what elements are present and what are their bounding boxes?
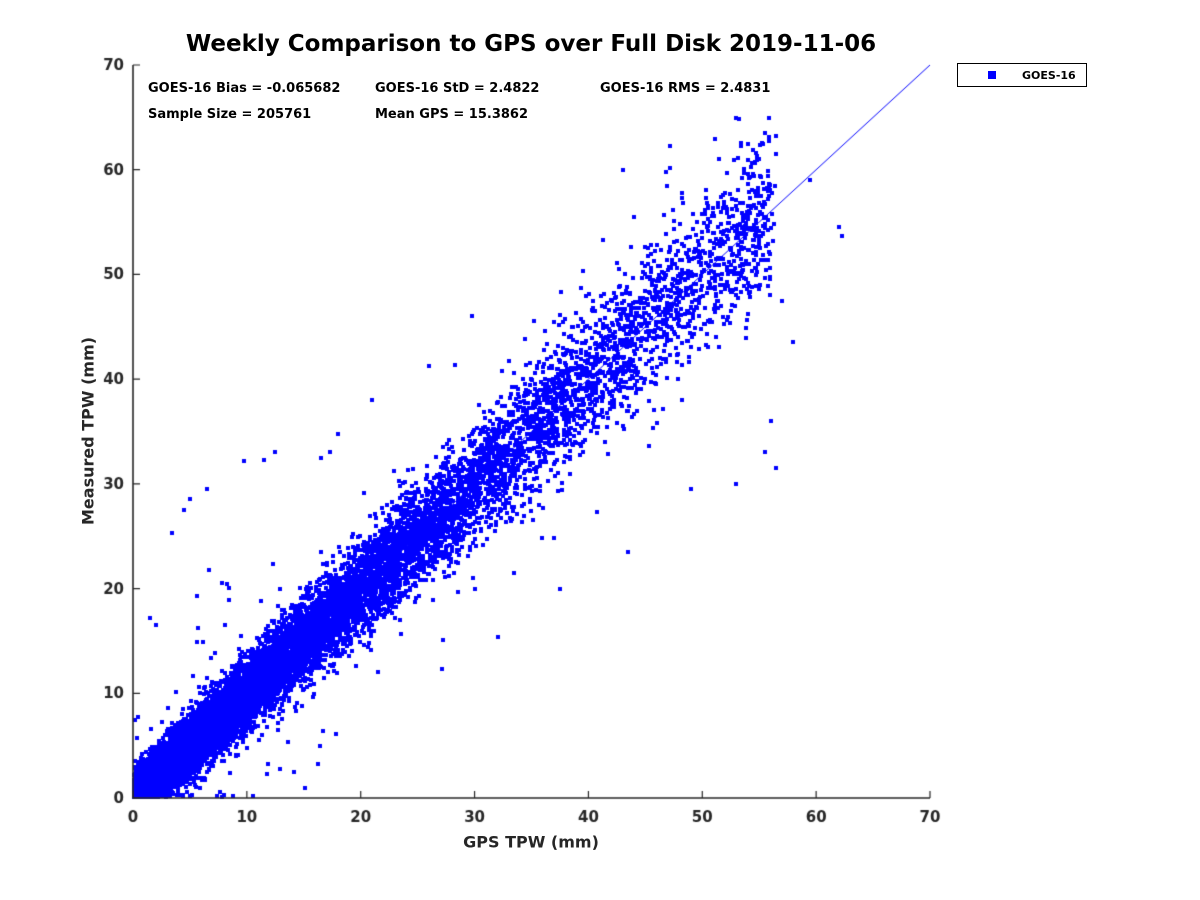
y-axis-label: Measured TPW (mm)	[78, 336, 98, 526]
legend-square-marker-icon	[988, 71, 996, 79]
legend: GOES-16	[957, 63, 1087, 87]
stat-rms: GOES-16 RMS = 2.4831	[600, 81, 771, 96]
stat-std: GOES-16 StD = 2.4822	[375, 81, 540, 96]
stat-mean-gps: Mean GPS = 15.3862	[375, 107, 529, 122]
stat-sample-size: Sample Size = 205761	[148, 107, 312, 122]
x-axis-label: GPS TPW (mm)	[463, 832, 599, 852]
stat-bias: GOES-16 Bias = -0.065682	[148, 81, 341, 96]
legend-label: GOES-16	[1022, 68, 1076, 82]
chart-title: Weekly Comparison to GPS over Full Disk …	[185, 31, 877, 57]
